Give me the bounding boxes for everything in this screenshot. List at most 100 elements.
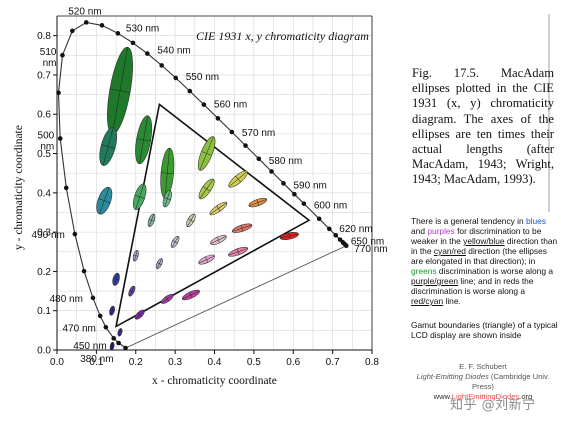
wavelength-label: 510 nm [40, 47, 57, 69]
note-greens: greens [411, 266, 437, 276]
wavelength-label: 560 nm [214, 100, 247, 111]
y-tick-label: 0.8 [37, 31, 51, 42]
figure-caption: Fig. 17.5. MacAdam ellipses plotted in t… [412, 66, 554, 187]
ellipse-major-axis [164, 148, 170, 199]
locus-point [326, 226, 332, 232]
macadam-ellipse [181, 289, 200, 301]
locus-point [99, 23, 105, 28]
macadam-ellipse [109, 341, 115, 351]
ellipse-major-axis [135, 310, 145, 319]
locus-point [145, 51, 150, 56]
gamut-triangle-outline [114, 102, 311, 328]
locus-point [215, 116, 221, 121]
credit-author: E. F. Schubert [459, 362, 507, 371]
wavelength-label: 650 nm [351, 236, 384, 247]
locus-point [343, 243, 349, 249]
ellipse-major-axis [156, 258, 162, 269]
locus-point [60, 52, 65, 58]
credit-book: Light-Emitting Diodes (Cambridge Univ. P… [408, 372, 558, 392]
locus-point [301, 201, 307, 206]
locus-point [243, 143, 248, 148]
locus-point [281, 181, 286, 186]
macadam-ellipse [279, 232, 299, 240]
x-tick-label: 0.5 [247, 357, 261, 368]
macadam-ellipse [228, 246, 249, 257]
note-text: There is a general tendency in [411, 216, 524, 226]
chart-title: CIE 1931 x, y chromaticity diagram [196, 29, 369, 43]
wavelength-labels: 520 nm 530 nm 540 nm 550 nm 560 nm 570 nm 580 … [32, 6, 388, 365]
macadam-ellipse [107, 46, 133, 135]
spectral-locus [56, 20, 349, 351]
wavelength-label: 450 nm [73, 341, 106, 352]
ellipse-major-axis [199, 179, 214, 199]
ellipse-major-axis [148, 213, 155, 227]
ellipse-major-axis [209, 202, 227, 215]
x-tick-label: 0.6 [286, 357, 300, 368]
locus-point [116, 340, 121, 346]
wavelength-label: 520 nm [68, 6, 101, 17]
note-red-cyan: red/cyan [411, 296, 444, 306]
y-tick-label: 0.7 [37, 70, 51, 81]
macadam-ellipse [128, 285, 136, 297]
ellipse-major-axis [280, 233, 299, 239]
locus-point [63, 185, 69, 191]
x-tick-label: 0.7 [326, 357, 340, 368]
locus-point [229, 129, 235, 135]
ellipse-major-axis [199, 136, 214, 171]
macadam-ellipse [147, 213, 156, 227]
locus-point [123, 345, 128, 351]
x-axis-label: x - chromaticity coordinate [152, 375, 277, 387]
ellipse-major-axis [171, 236, 179, 248]
y-tick-label: 0.4 [37, 188, 51, 199]
locus-point [269, 169, 274, 174]
macadam-ellipse [198, 254, 215, 265]
note-yellow-blue: yellow/blue [463, 236, 505, 246]
macadam-ellipse [135, 115, 153, 165]
credit-url[interactable]: www.LightEmittingDiodes.org [408, 392, 558, 402]
note-text: and [411, 226, 428, 236]
note-text: discrimination is worse along a [436, 266, 553, 276]
x-tick-label: 0.1 [89, 357, 103, 368]
ellipse-major-axis [182, 290, 200, 300]
gamut-triangle [114, 102, 311, 328]
macadam-ellipse [96, 186, 113, 215]
locus-point [159, 63, 164, 68]
y-tick-label: 0.1 [37, 306, 51, 317]
x-tick-label: 0.4 [208, 357, 222, 368]
axes: 0.0 0.1 0.2 0.3 0.4 0.5 0.6 0.7 0.8 0.0 0.1 0.2 0.3 0… [37, 15, 379, 368]
wavelength-label: 540 nm [157, 46, 190, 57]
locus-point [97, 313, 103, 319]
locus-point [256, 156, 262, 162]
locus-point [81, 268, 87, 274]
ellipse-major-axis [198, 255, 215, 264]
y-tick-label: 0.6 [37, 110, 51, 121]
macadam-ellipse [133, 183, 147, 210]
ellipse-major-axis [112, 47, 128, 135]
ellipse-major-axis [129, 285, 135, 297]
x-tick-label: 0.2 [129, 357, 143, 368]
locus-point [173, 75, 179, 81]
ellipse-major-axis [210, 236, 227, 244]
url-suffix: .org [519, 392, 533, 401]
ellipse-major-axis [187, 214, 195, 227]
macadam-ellipse [197, 136, 216, 171]
macadam-ellipse [109, 305, 115, 316]
locus-point [72, 231, 78, 237]
ellipse-major-axis [110, 306, 114, 316]
macadam-ellipse [160, 293, 174, 304]
x-tick-label: 0.0 [50, 357, 64, 368]
wavelength-label: 490 nm [32, 230, 65, 241]
ellipse-major-axis [134, 250, 138, 262]
wavelength-label: 530 nm [126, 23, 159, 34]
x-tick-label: 0.3 [168, 357, 182, 368]
macadam-ellipses [96, 46, 299, 351]
divider [548, 14, 550, 212]
ellipse-major-axis [99, 187, 110, 215]
ellipse-major-axis [228, 248, 248, 256]
y-tick-label: 0.2 [37, 267, 51, 278]
macadam-ellipse [232, 223, 253, 233]
wavelength-label: 470 nm [63, 323, 96, 334]
url-prefix: www. [433, 392, 452, 401]
macadam-ellipse [228, 170, 248, 188]
